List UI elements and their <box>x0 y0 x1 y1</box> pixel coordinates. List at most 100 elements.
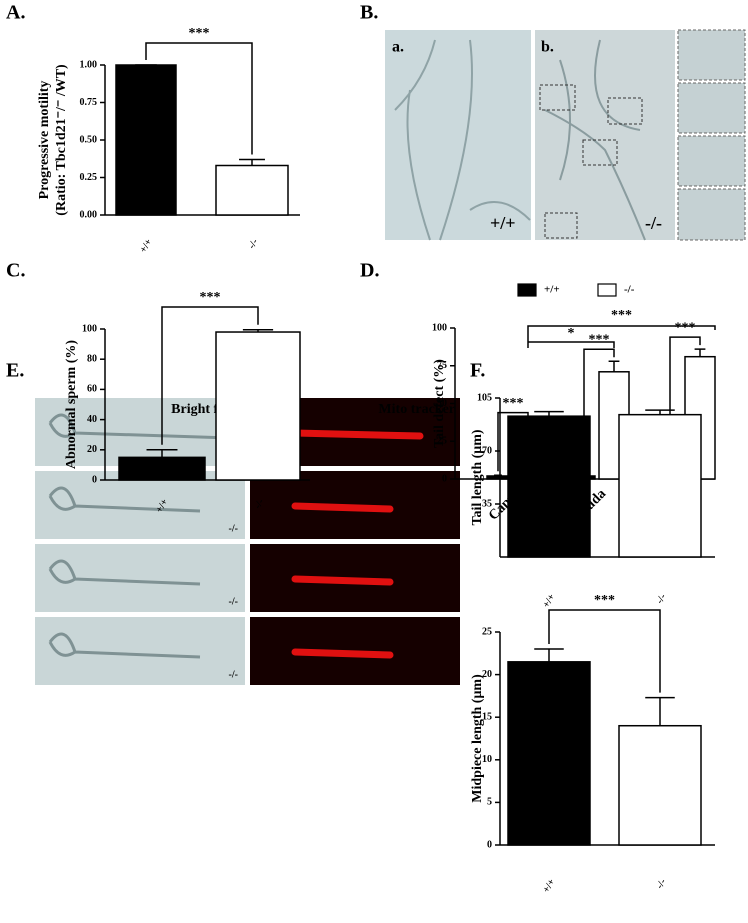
error-bar <box>608 360 620 372</box>
significance-bracket <box>669 336 701 472</box>
y-tick-label: 100 <box>82 323 97 334</box>
image-label: a. <box>392 39 404 56</box>
y-tick-label: 105 <box>477 392 492 403</box>
y-tick-label: 70 <box>482 445 492 456</box>
panel-label: E. <box>6 360 24 382</box>
legend-label: -/- <box>624 284 635 296</box>
error-bar <box>534 410 564 417</box>
y-tick-label: 35 <box>482 498 492 509</box>
y-tick-label: 25 <box>482 626 492 637</box>
x-tick-label: -/- <box>654 877 668 891</box>
significance-label: *** <box>675 320 696 335</box>
mito <box>291 502 394 513</box>
error-bar <box>645 696 675 726</box>
genotype-label: -/- <box>229 523 238 534</box>
y-tick-label: 40 <box>87 414 97 425</box>
image <box>35 544 245 612</box>
image <box>35 617 245 685</box>
legend-swatch <box>597 283 617 297</box>
genotype-label: +/+ <box>490 213 516 233</box>
image-label: b. <box>541 39 554 56</box>
y-axis-label: Tail length (μm) <box>470 429 485 525</box>
legend-label: +/+ <box>544 284 560 296</box>
genotype-label: -/- <box>229 669 238 680</box>
bar <box>486 475 510 480</box>
x-tick-label: +/+ <box>541 592 558 610</box>
bar <box>507 661 591 846</box>
y-tick-label: 10 <box>482 754 492 765</box>
error-bar <box>239 158 265 166</box>
y-tick-label: 0.00 <box>80 209 98 220</box>
error-bar <box>146 449 178 458</box>
sperm <box>48 413 231 440</box>
significance-label: *** <box>594 593 615 608</box>
column-label: Mito tracker <box>378 402 455 417</box>
significance-label: *** <box>611 308 632 323</box>
panel-label: D. <box>360 260 379 282</box>
panel-labels: A. B. C. D. E. F. <box>6 2 485 382</box>
y-tick-label: 1.00 <box>80 59 98 70</box>
y-tick-label: 15 <box>482 711 492 722</box>
significance-bracket <box>548 609 661 693</box>
sperm <box>48 559 201 586</box>
y-tick-label: 25 <box>437 436 447 447</box>
significance-bracket <box>528 341 615 348</box>
x-tick-label: -/- <box>246 237 260 251</box>
significance-label: * <box>568 326 575 341</box>
bar <box>618 413 702 558</box>
error-bar <box>645 409 675 415</box>
error-bar <box>694 348 706 357</box>
significance-label: *** <box>589 332 610 347</box>
y-tick-label: 0 <box>92 474 97 485</box>
y-tick-label: 0 <box>442 473 447 484</box>
significance-bracket <box>527 325 716 348</box>
legend-swatch <box>517 283 537 297</box>
error-bar <box>242 329 274 333</box>
significance-bracket <box>145 42 253 155</box>
y-axis-label: Progressive motility <box>37 81 52 200</box>
sperm <box>48 632 201 659</box>
mito <box>291 429 424 440</box>
y-tick-label: 20 <box>482 669 492 680</box>
significance-label: *** <box>503 396 524 411</box>
panel-label: C. <box>6 260 25 282</box>
sperm <box>48 486 201 513</box>
y-axis-label: Midpiece length (μm) <box>470 674 485 803</box>
bar <box>618 724 702 846</box>
genotype-label: -/- <box>229 596 238 607</box>
y-tick-label: 0.75 <box>80 97 98 108</box>
significance-bracket <box>583 348 615 471</box>
y-axis-label: Tail defect (%) <box>432 359 447 448</box>
charts: 0.00 0.25 0.50 0.75 1.00 Progressive motility… <box>37 26 716 895</box>
image <box>35 398 245 466</box>
image <box>35 471 245 539</box>
micrograph-b: a. b. +/+ -/- <box>385 29 746 241</box>
panel-label: B. <box>360 2 378 24</box>
x-tick-label: +/+ <box>138 237 155 255</box>
error-bar <box>494 474 502 476</box>
y-tick-label: 60 <box>87 384 97 395</box>
x-tick-label: -/- <box>654 592 668 606</box>
y-tick-label: 80 <box>87 353 97 364</box>
bar <box>507 415 591 558</box>
bar <box>115 64 177 216</box>
significance-bracket <box>161 306 259 445</box>
y-tick-label: 5 <box>487 797 492 808</box>
significance-label: *** <box>200 290 221 305</box>
genotype-label: -/- <box>645 213 662 233</box>
y-tick-label: 100 <box>432 322 447 333</box>
y-tick-label: 0.25 <box>80 172 98 183</box>
y-tick-label: 0 <box>487 839 492 850</box>
y-axis-label: Abnormal sperm (%) <box>64 340 79 469</box>
bar <box>215 164 289 216</box>
error-bar <box>534 648 564 662</box>
y-tick-label: 75 <box>437 360 447 371</box>
y-tick-label: 20 <box>87 444 97 455</box>
significance-label: *** <box>189 26 210 41</box>
y-tick-label: 0.50 <box>80 134 98 145</box>
x-tick-label: +/+ <box>541 877 558 895</box>
y-tick-label: 50 <box>437 398 447 409</box>
bar <box>215 331 301 481</box>
